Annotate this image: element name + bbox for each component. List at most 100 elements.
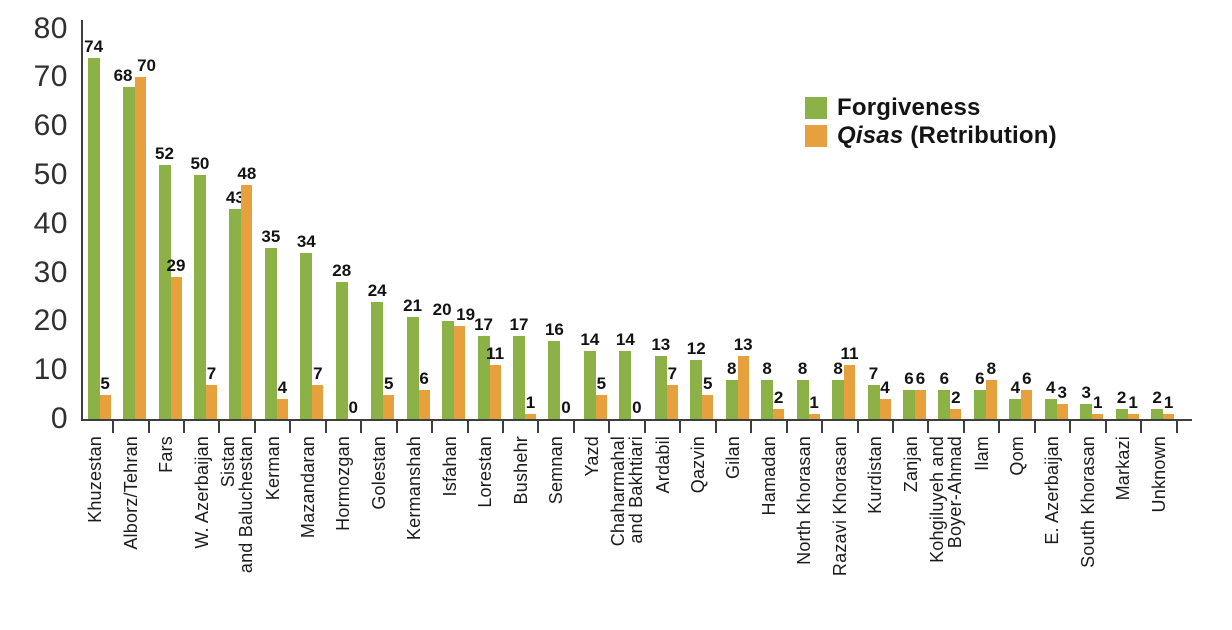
legend: Forgiveness Qisas (Retribution) <box>805 94 1057 150</box>
x-axis-label: Ardabil <box>652 436 673 494</box>
x-axis-label: Kermanshah <box>404 436 425 541</box>
x-axis-tick <box>785 419 788 433</box>
x-axis-tick <box>856 419 859 433</box>
bar-value-label: 0 <box>632 398 642 417</box>
x-axis-label: South Khorasan <box>1077 436 1098 568</box>
bar-value-label: 4 <box>1010 378 1021 398</box>
qisas-bar <box>844 365 856 419</box>
qisas-bar <box>135 77 147 419</box>
forgiveness-bar <box>1044 399 1057 419</box>
x-axis-tick <box>182 419 185 433</box>
bar-value-label: 6 <box>904 368 914 388</box>
forgiveness-bar <box>1151 409 1164 419</box>
bar-value-label: 29 <box>166 256 186 276</box>
qisas-bar <box>808 414 820 419</box>
forgiveness-bar <box>477 336 490 419</box>
bar-value-label: 0 <box>348 398 358 417</box>
qisas-swatch <box>805 125 827 147</box>
qisas-bar <box>1092 414 1104 419</box>
forgiveness-bar <box>264 248 277 419</box>
legend-item-qisas: Qisas (Retribution) <box>805 122 1057 150</box>
x-axis-tick <box>962 419 965 433</box>
x-axis-tick <box>466 419 469 433</box>
qisas-bar <box>276 399 288 419</box>
qisas-bar <box>312 384 324 419</box>
bar-value-label: 2 <box>951 388 961 408</box>
bar-value-label: 8 <box>986 358 997 378</box>
bar-value-label: 7 <box>868 363 879 383</box>
bar-value-label: 7 <box>667 363 678 383</box>
x-axis-tick <box>289 419 292 433</box>
x-axis-tick <box>714 419 717 433</box>
bar-value-label: 5 <box>383 373 394 393</box>
bar-value-label: 74 <box>84 36 104 56</box>
qisas-bar <box>1056 404 1068 419</box>
x-axis-tick <box>253 419 256 433</box>
x-axis-tick <box>679 419 682 433</box>
legend-item-forgiveness: Forgiveness <box>805 94 1057 122</box>
x-axis-label: Kohgiluyeh and Boyer-Ahmad <box>927 436 966 563</box>
forgiveness-bar <box>654 355 667 419</box>
x-axis-label: Razavi Khorasan <box>829 436 850 577</box>
bar-value-label: 6 <box>939 368 950 388</box>
x-axis-label: Lorestan <box>475 436 496 508</box>
x-axis-label: Zanjan <box>900 436 921 493</box>
bar-value-label: 11 <box>840 344 859 364</box>
qisas-bar <box>99 394 111 419</box>
x-axis-tick <box>750 419 753 433</box>
bar-value-label: 16 <box>544 319 564 339</box>
x-axis-label: Semnan <box>546 436 567 505</box>
bar-value-label: 3 <box>1081 383 1091 403</box>
y-axis-tick-label: 60 <box>33 109 68 143</box>
forgiveness-bar <box>938 389 951 419</box>
bar-value-label: 68 <box>113 66 133 86</box>
bar-value-label: 3 <box>1057 383 1067 403</box>
y-axis-tick-label: 30 <box>33 255 68 289</box>
forgiveness-bar <box>619 350 632 419</box>
bar-value-label: 13 <box>733 334 753 354</box>
bar-value-label: 35 <box>261 227 281 247</box>
x-axis-tick <box>324 419 327 433</box>
bar-value-label: 1 <box>1128 393 1138 413</box>
qisas-bar <box>418 389 430 419</box>
bar-value-label: 7 <box>206 363 217 383</box>
forgiveness-swatch <box>805 97 827 119</box>
y-axis-tick-label: 20 <box>33 304 68 338</box>
forgiveness-bar <box>832 379 845 419</box>
x-axis-tick <box>643 419 646 433</box>
bar-value-label: 1 <box>809 393 819 413</box>
bar-value-label: 50 <box>190 154 210 173</box>
legend-text: Forgiveness <box>837 94 981 121</box>
x-axis-label: Ilam <box>971 436 992 471</box>
y-axis-tick-label: 50 <box>33 158 68 191</box>
bar-value-label: 6 <box>1022 368 1032 388</box>
qisas-bar <box>950 409 962 419</box>
forgiveness-bar <box>158 165 171 419</box>
bar-value-label: 8 <box>762 358 772 378</box>
forgiveness-bar <box>725 379 738 419</box>
bar-value-label: 17 <box>509 315 529 335</box>
qisas-bar <box>525 414 536 419</box>
legend-label-qisas: Qisas (Retribution) <box>837 122 1057 150</box>
bar-value-label: 4 <box>277 378 288 398</box>
bar-value-label: 13 <box>651 334 671 354</box>
bar-value-label: 7 <box>313 363 323 383</box>
bar-value-label: 0 <box>561 398 571 417</box>
x-axis-tick <box>360 419 363 433</box>
bar-value-label: 6 <box>419 368 429 388</box>
y-axis-tick-label: 40 <box>33 206 68 240</box>
qisas-bar <box>737 355 749 419</box>
bar-value-label: 70 <box>137 56 156 76</box>
qisas-bar <box>773 409 785 419</box>
forgiveness-bar <box>513 336 525 419</box>
y-axis-tick-label: 70 <box>33 60 68 94</box>
bar-value-label: 2 <box>773 388 784 408</box>
x-axis-tick <box>572 419 575 433</box>
forgiveness-bar <box>406 316 419 419</box>
x-axis-tick <box>1033 419 1036 433</box>
x-axis-tick <box>1140 419 1143 433</box>
bar-value-label: 19 <box>456 305 476 325</box>
x-axis-label: Mazandaran <box>298 436 319 539</box>
forgiveness-bar <box>1115 409 1128 419</box>
forgiveness-bar <box>300 253 313 419</box>
